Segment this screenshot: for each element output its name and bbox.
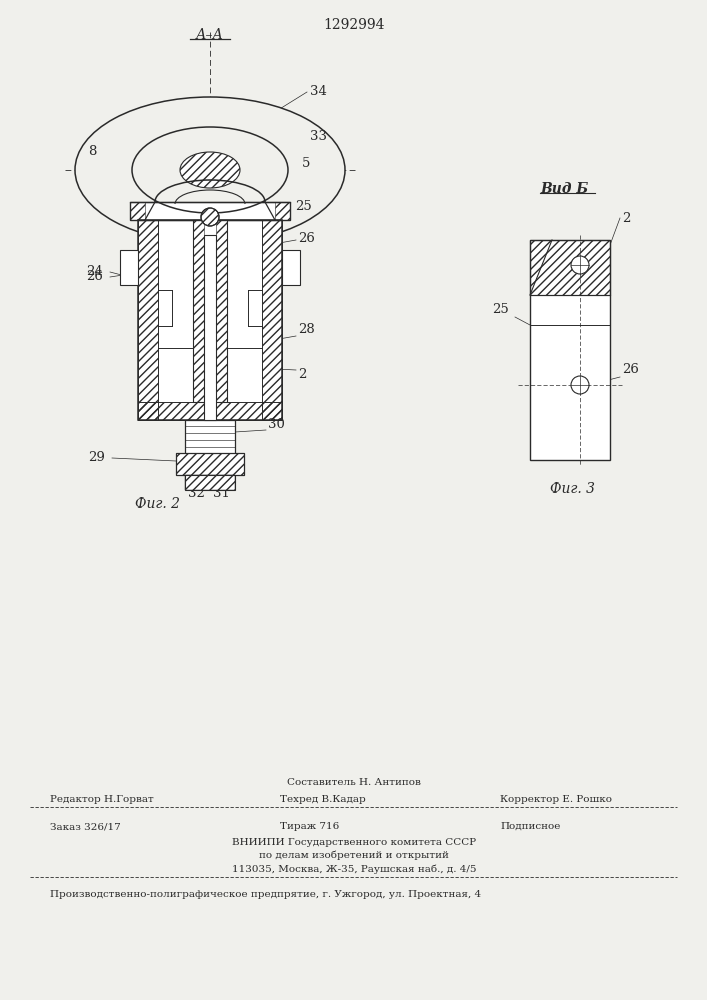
Bar — [138, 220, 282, 420]
Bar — [282, 250, 300, 285]
Text: 28: 28 — [298, 323, 315, 336]
Text: Корректор Е. Рошко: Корректор Е. Рошко — [500, 795, 612, 804]
Text: 25: 25 — [492, 303, 509, 316]
Circle shape — [571, 376, 589, 394]
Bar — [138, 220, 158, 420]
Text: 113035, Москва, Ж-35, Раушская наб., д. 4/5: 113035, Москва, Ж-35, Раушская наб., д. … — [232, 864, 477, 874]
Text: 34: 34 — [310, 85, 327, 98]
Text: 30: 30 — [268, 418, 285, 431]
Text: 1292994: 1292994 — [323, 18, 385, 32]
Text: 26: 26 — [86, 270, 103, 283]
Bar — [216, 220, 227, 402]
Bar — [530, 240, 610, 295]
Text: 2: 2 — [298, 368, 306, 381]
Circle shape — [201, 208, 219, 226]
Bar — [530, 240, 610, 460]
Text: 8: 8 — [88, 145, 96, 158]
Bar — [120, 250, 138, 285]
Bar — [138, 220, 282, 420]
Text: 5: 5 — [302, 157, 310, 170]
Text: Редактор Н.Горват: Редактор Н.Горват — [50, 795, 153, 804]
Text: по делам изобретений и открытий: по делам изобретений и открытий — [259, 851, 449, 860]
Ellipse shape — [180, 152, 240, 188]
Bar — [138, 402, 282, 420]
Circle shape — [571, 256, 589, 274]
Bar — [204, 235, 216, 420]
Bar — [130, 202, 290, 220]
Text: Техред В.Кадар: Техред В.Кадар — [280, 795, 366, 804]
Text: 2: 2 — [622, 212, 631, 225]
Text: 26: 26 — [298, 232, 315, 245]
Bar — [193, 220, 204, 402]
Ellipse shape — [132, 127, 288, 213]
Text: А–А: А–А — [196, 28, 224, 42]
Bar — [275, 202, 290, 220]
Bar — [176, 453, 244, 475]
Bar — [530, 240, 610, 460]
Text: Заказ 326/17: Заказ 326/17 — [50, 822, 121, 831]
Text: 26: 26 — [622, 363, 639, 376]
Text: ВНИИПИ Государственного комитета СССР: ВНИИПИ Государственного комитета СССР — [232, 838, 476, 847]
Bar — [176, 453, 244, 475]
Text: 32: 32 — [188, 487, 205, 500]
Text: 33: 33 — [310, 130, 327, 143]
Bar — [262, 220, 282, 420]
Text: Фиг. 2: Фиг. 2 — [135, 497, 180, 511]
Text: Подписное: Подписное — [500, 822, 561, 831]
Text: Тираж 716: Тираж 716 — [280, 822, 339, 831]
Text: 29: 29 — [88, 451, 105, 464]
Text: Фиг. 3: Фиг. 3 — [550, 482, 595, 496]
Ellipse shape — [75, 97, 345, 243]
Bar — [193, 220, 227, 402]
Bar — [185, 420, 235, 475]
Text: Вид Б: Вид Б — [540, 182, 588, 196]
Text: 24: 24 — [86, 265, 103, 278]
Text: 31: 31 — [213, 487, 230, 500]
Bar — [185, 475, 235, 490]
Bar — [130, 202, 145, 220]
Text: Составитель Н. Антипов: Составитель Н. Антипов — [287, 778, 421, 787]
Bar — [185, 475, 235, 490]
Text: Производственно-полиграфическое предпрятие, г. Ужгород, ул. Проектная, 4: Производственно-полиграфическое предпрят… — [50, 890, 481, 899]
Text: 25: 25 — [295, 200, 312, 213]
